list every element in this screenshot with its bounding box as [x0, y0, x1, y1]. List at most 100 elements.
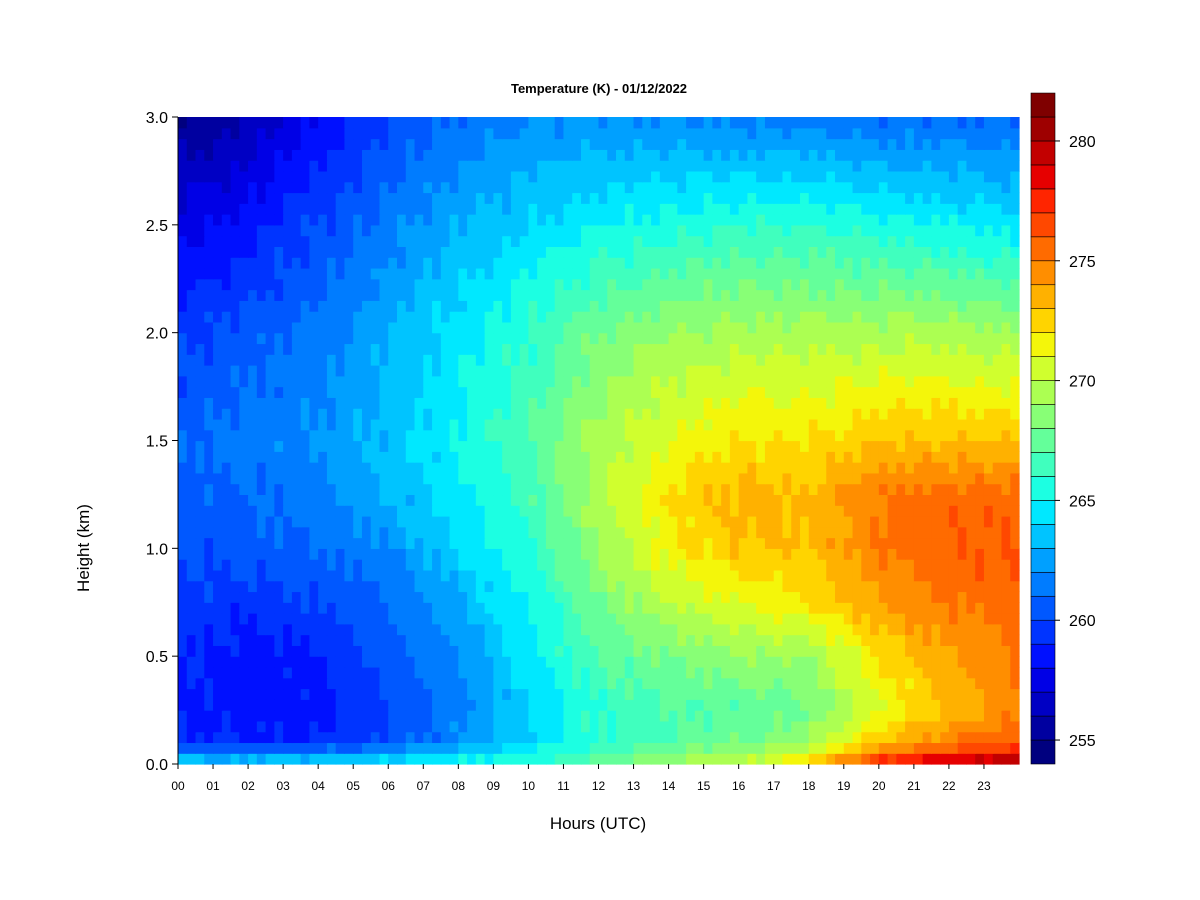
heatmap-cell — [195, 505, 205, 517]
heatmap-cell — [668, 591, 678, 603]
heatmap-cell — [265, 300, 275, 312]
heatmap-cell — [826, 321, 836, 334]
heatmap-cell — [764, 289, 775, 301]
heatmap-cell — [274, 515, 284, 528]
heatmap-cell — [432, 386, 442, 398]
heatmap-cell — [475, 257, 486, 269]
heatmap-cell — [361, 699, 372, 711]
heatmap-cell — [589, 753, 600, 765]
heatmap-cell — [826, 278, 836, 291]
heatmap-cell — [178, 332, 188, 345]
heatmap-cell — [659, 699, 670, 711]
heatmap-cell — [817, 569, 827, 582]
heatmap-cell — [545, 246, 556, 258]
heatmap-cell — [318, 472, 328, 485]
heatmap-cell — [913, 451, 924, 463]
heatmap-cell — [817, 515, 827, 528]
heatmap-cell — [475, 451, 486, 463]
heatmap-cell — [572, 462, 582, 474]
heatmap-cell — [957, 526, 968, 539]
heatmap-cell — [213, 753, 223, 765]
heatmap-cell — [756, 710, 766, 722]
heatmap-cell — [388, 656, 398, 668]
heatmap-cell — [791, 246, 801, 258]
heatmap-cell — [721, 515, 731, 528]
heatmap-cell — [721, 354, 731, 366]
heatmap-cell — [537, 645, 547, 657]
heatmap-cell — [992, 591, 1003, 603]
heatmap-cell — [852, 214, 862, 226]
heatmap-cell — [563, 710, 573, 722]
heatmap-cell — [326, 602, 337, 614]
heatmap-cell — [817, 311, 827, 323]
heatmap-cell — [940, 483, 950, 496]
heatmap-cell — [563, 365, 573, 377]
heatmap-cell — [852, 472, 862, 485]
heatmap-cell — [519, 559, 530, 571]
heatmap-cell — [703, 257, 713, 269]
heatmap-cell — [545, 203, 556, 215]
heatmap-cell — [913, 289, 924, 301]
heatmap-cell — [265, 408, 275, 420]
heatmap-cell — [773, 397, 784, 409]
heatmap-cell — [826, 537, 836, 549]
heatmap-cell — [519, 569, 530, 582]
heatmap-cell — [309, 418, 319, 431]
heatmap-cell — [309, 580, 319, 593]
heatmap-cell — [1001, 591, 1011, 603]
heatmap-cell — [887, 365, 897, 377]
heatmap-cell — [195, 354, 205, 366]
heatmap-cell — [475, 300, 486, 312]
heatmap-cell — [475, 634, 486, 646]
heatmap-cell — [799, 300, 810, 312]
heatmap-cell — [826, 257, 836, 269]
heatmap-cell — [589, 515, 600, 528]
heatmap-cell — [291, 634, 302, 646]
heatmap-cell — [975, 569, 985, 582]
heatmap-cell — [764, 386, 775, 398]
heatmap-cell — [940, 666, 950, 679]
heatmap-cell — [852, 397, 862, 409]
heatmap-cell — [405, 731, 416, 744]
heatmap-cell — [835, 720, 845, 733]
heatmap-cell — [449, 267, 459, 280]
heatmap-cell — [405, 753, 416, 765]
heatmap-cell — [458, 451, 468, 463]
heatmap-cell — [397, 537, 407, 549]
heatmap-cell — [554, 483, 565, 496]
heatmap-cell — [694, 699, 705, 711]
heatmap-cell — [370, 580, 381, 593]
heatmap-cell — [239, 656, 249, 668]
heatmap-cell — [405, 580, 416, 593]
heatmap-cell — [502, 505, 512, 517]
heatmap-cell — [239, 203, 249, 215]
heatmap-cell — [651, 688, 661, 700]
heatmap-cell — [300, 515, 311, 528]
heatmap-cell — [948, 235, 959, 247]
heatmap-cell — [239, 591, 249, 603]
heatmap-cell — [861, 559, 871, 571]
heatmap-cell — [335, 440, 346, 452]
heatmap-cell — [528, 397, 538, 409]
heatmap-cell — [265, 515, 275, 528]
heatmap-cell — [764, 257, 775, 269]
heatmap-cell — [799, 548, 810, 560]
heatmap-cell — [940, 386, 950, 398]
heatmap-cell — [712, 214, 722, 226]
heatmap-cell — [230, 462, 240, 474]
heatmap-cell — [300, 451, 311, 463]
heatmap-cell — [528, 321, 538, 334]
heatmap-cell — [589, 623, 600, 636]
heatmap-cell — [940, 656, 950, 668]
heatmap-cell — [598, 537, 608, 549]
heatmap-cell — [773, 548, 784, 560]
heatmap-cell — [659, 569, 670, 582]
heatmap-cell — [537, 526, 547, 539]
heatmap-cell — [773, 418, 784, 431]
heatmap-cell — [484, 505, 494, 517]
heatmap-cell — [712, 656, 722, 668]
heatmap-cell — [738, 267, 749, 280]
heatmap-cell — [878, 515, 889, 528]
heatmap-cell — [213, 591, 223, 603]
heatmap-cell — [694, 311, 705, 323]
